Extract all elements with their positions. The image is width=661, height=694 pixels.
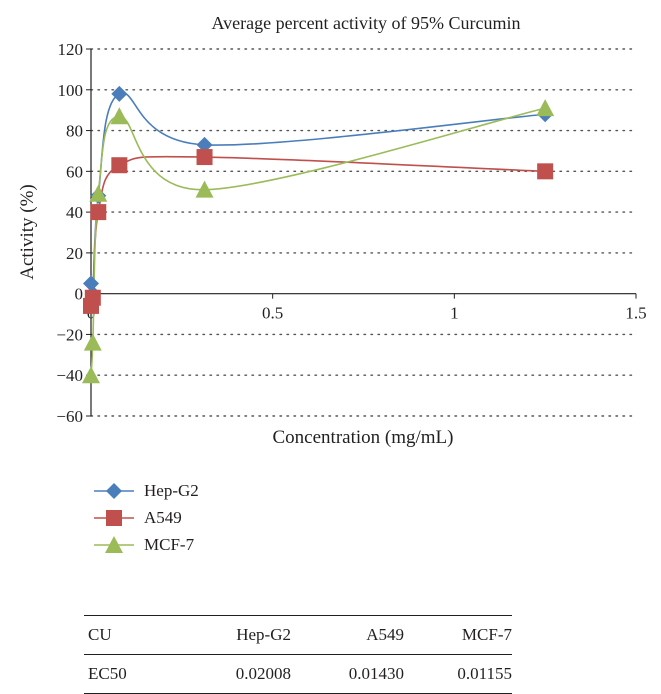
legend-item-hep-g2: Hep-G2 <box>92 478 199 504</box>
x-tick-labels: 00.511.5 <box>87 304 647 323</box>
y-tick-label: 0 <box>75 285 84 304</box>
data-point-mcf-7 <box>82 366 100 384</box>
data-point-mcf-7 <box>89 184 108 202</box>
legend-square-icon <box>94 510 134 526</box>
y-tick-label: 80 <box>66 122 83 141</box>
data-point-mcf-7 <box>195 180 214 198</box>
data-point-hep-g2 <box>196 136 213 153</box>
chart-canvas: Average percent activity of 95% Curcumin… <box>17 13 647 448</box>
data-point-hep-g2 <box>83 275 99 292</box>
chart-title: Average percent activity of 95% Curcumin <box>211 13 520 33</box>
table-cell-mcf-7: 0.01155 <box>457 664 512 683</box>
x-axis-label: Concentration (mg/mL) <box>273 427 454 448</box>
table-cell-ec50-label: EC50 <box>88 664 127 683</box>
x-tick-label: 0.5 <box>262 304 283 323</box>
legend-diamond-icon <box>94 483 134 499</box>
y-tick-label: 120 <box>58 40 84 59</box>
data-point-a549 <box>537 163 554 180</box>
legend-item-mcf-7: MCF-7 <box>92 532 199 558</box>
gridlines <box>90 48 637 417</box>
data-point-mcf-7 <box>110 107 129 125</box>
table-header-row: CU Hep-G2 A549 MCF-7 <box>84 615 512 655</box>
series-points <box>82 85 555 384</box>
y-tick-label: −60 <box>56 407 83 426</box>
data-point-hep-g2 <box>111 85 128 102</box>
series-line-mcf-7 <box>90 107 546 376</box>
data-point-mcf-7 <box>536 99 555 117</box>
legend-triangle-icon <box>94 536 134 553</box>
table-header-cu: CU <box>88 625 112 644</box>
ec50-table: CU Hep-G2 A549 MCF-7 EC50 0.02008 0.0143… <box>84 615 512 694</box>
axes <box>86 48 637 417</box>
data-point-mcf-7 <box>83 333 102 351</box>
series-line-hep-g2 <box>90 92 546 300</box>
data-point-a549 <box>90 204 107 221</box>
series-line-a549 <box>90 155 546 308</box>
table-cell-hep-g2: 0.02008 <box>235 664 291 683</box>
y-tick-label: 60 <box>66 162 83 181</box>
x-tick-label: 1.5 <box>625 304 646 323</box>
x-tick-label: 1 <box>450 304 459 323</box>
data-point-a549 <box>84 289 101 306</box>
y-tick-label: −20 <box>56 325 83 344</box>
legend-item-a549: A549 <box>92 505 199 531</box>
legend-label-hep-g2: Hep-G2 <box>144 481 199 500</box>
y-tick-label: 100 <box>58 81 84 100</box>
y-tick-labels: 120 100 80 60 40 20 0 −20 −40 −60 <box>56 40 83 426</box>
y-axis-label: Activity (%) <box>17 184 38 280</box>
y-tick-label: 20 <box>66 244 83 263</box>
table-cell-a549: 0.01430 <box>348 664 404 683</box>
legend-label-mcf-7: MCF-7 <box>144 535 195 554</box>
table-header-hep-g2: Hep-G2 <box>236 625 291 644</box>
legend-label-a549: A549 <box>144 508 182 527</box>
data-point-a549 <box>111 157 128 174</box>
series-curves <box>90 92 546 376</box>
table-row: EC50 0.02008 0.01430 0.01155 <box>84 655 512 694</box>
data-point-a549 <box>196 149 213 166</box>
table-header-a549: A549 <box>366 625 404 644</box>
chart-legend: Hep-G2 A549 MCF-7 <box>92 478 199 559</box>
table-header-mcf-7: MCF-7 <box>461 625 512 644</box>
y-tick-label: 40 <box>66 203 83 222</box>
y-tick-label: −40 <box>56 366 83 385</box>
